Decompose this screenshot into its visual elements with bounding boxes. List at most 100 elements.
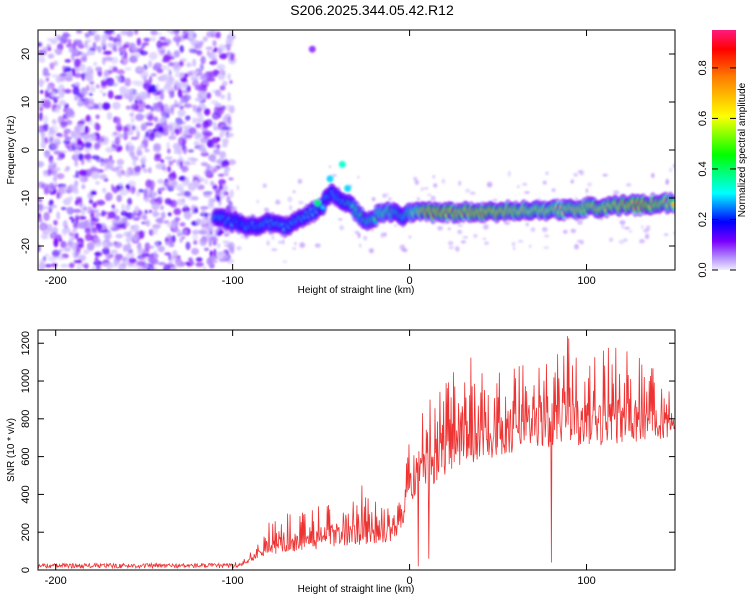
noise-speck xyxy=(53,238,59,248)
noise-speck xyxy=(433,183,438,188)
noise-speck xyxy=(78,221,87,229)
noise-speck xyxy=(271,234,275,241)
y-tick-label: 1200 xyxy=(20,331,32,355)
noise-speck xyxy=(199,237,208,247)
noise-speck xyxy=(164,104,169,113)
spectrogram-x-ticks: -200 -100 0 100 xyxy=(45,30,596,287)
noise-speck xyxy=(414,179,419,185)
noise-speck xyxy=(59,238,63,242)
noise-speck xyxy=(53,98,58,104)
noise-speck xyxy=(91,212,95,217)
noise-speck xyxy=(38,198,43,203)
noise-speck xyxy=(203,247,210,252)
noise-speck xyxy=(56,256,66,260)
noise-speck xyxy=(174,31,180,36)
noise-speck xyxy=(49,137,54,142)
noise-speck xyxy=(205,119,213,127)
noise-speck xyxy=(110,36,118,42)
noise-speck xyxy=(68,262,75,269)
noise-speck xyxy=(53,60,58,66)
noise-speck xyxy=(171,170,176,179)
noise-speck xyxy=(154,95,161,101)
noise-speck xyxy=(155,107,162,113)
noise-speck xyxy=(96,169,104,173)
noise-speck xyxy=(159,78,168,82)
noise-speck xyxy=(153,116,159,122)
noise-speck xyxy=(402,248,408,253)
noise-speck xyxy=(168,235,173,245)
noise-speck xyxy=(298,201,304,204)
noise-speck xyxy=(504,221,511,225)
noise-speck xyxy=(74,58,81,68)
noise-speck xyxy=(102,263,110,267)
noise-speck xyxy=(105,192,113,201)
noise-speck xyxy=(574,243,579,250)
noise-speck xyxy=(530,227,536,233)
noise-speck xyxy=(126,222,130,227)
noise-speck xyxy=(229,189,234,198)
noise-speck xyxy=(51,124,59,134)
noise-speck xyxy=(77,100,83,106)
noise-speck xyxy=(81,184,86,190)
noise-speck xyxy=(114,95,123,100)
noise-speck xyxy=(180,72,185,77)
noise-speck xyxy=(53,48,63,54)
noise-speck xyxy=(116,69,126,75)
noise-speck xyxy=(93,61,98,67)
noise-speck xyxy=(148,167,152,174)
x-tick-label: 100 xyxy=(577,575,595,587)
noise-speck xyxy=(665,178,669,184)
noise-speck xyxy=(39,258,47,263)
noise-speck xyxy=(154,131,163,138)
noise-speck xyxy=(393,224,397,227)
colorbar-tick-label: 0.0 xyxy=(697,262,709,277)
noise-speck xyxy=(157,178,164,184)
noise-speck xyxy=(69,237,74,241)
noise-speck xyxy=(226,195,231,204)
noise-speck xyxy=(423,187,429,190)
noise-speck xyxy=(148,132,155,141)
noise-speck xyxy=(99,89,103,94)
noise-speck xyxy=(43,104,51,109)
y-tick-label: 20 xyxy=(20,48,32,60)
noise-speck xyxy=(125,204,131,211)
noise-speck xyxy=(221,160,230,168)
noise-speck xyxy=(116,116,121,125)
noise-speck xyxy=(643,228,649,233)
noise-speck xyxy=(90,190,97,196)
noise-speck xyxy=(511,241,516,247)
noise-speck xyxy=(39,106,44,112)
noise-speck xyxy=(38,80,46,85)
noise-speck xyxy=(226,205,231,212)
noise-speck xyxy=(167,147,171,154)
noise-speck xyxy=(81,133,90,140)
colorbar-tick-label: 0.6 xyxy=(697,111,709,126)
noise-speck xyxy=(136,191,141,197)
noise-speck xyxy=(222,80,228,87)
noise-speck xyxy=(278,240,282,244)
noise-speck xyxy=(141,43,146,49)
noise-speck xyxy=(123,125,128,133)
noise-speck xyxy=(262,183,267,188)
noise-speck xyxy=(420,187,424,192)
noise-speck xyxy=(48,199,54,206)
noise-speck xyxy=(56,173,65,180)
noise-speck xyxy=(126,231,133,239)
noise-speck xyxy=(191,247,200,255)
noise-speck xyxy=(162,65,167,70)
noise-speck xyxy=(107,161,114,170)
noise-speck xyxy=(331,174,337,177)
y-tick-label: 0 xyxy=(20,567,32,573)
noise-speck xyxy=(160,159,165,164)
noise-speck xyxy=(41,233,49,240)
noise-speck xyxy=(112,101,121,110)
noise-speck xyxy=(188,48,198,54)
noise-speck xyxy=(206,77,216,82)
noise-speck xyxy=(585,188,589,194)
noise-speck xyxy=(183,207,190,212)
noise-speck xyxy=(513,247,516,250)
ridge-blob xyxy=(344,184,352,192)
noise-speck xyxy=(113,241,123,249)
noise-speck xyxy=(178,156,183,162)
snr-y-ticks: 0 200 400 600 800 1000 1200 xyxy=(20,331,675,573)
